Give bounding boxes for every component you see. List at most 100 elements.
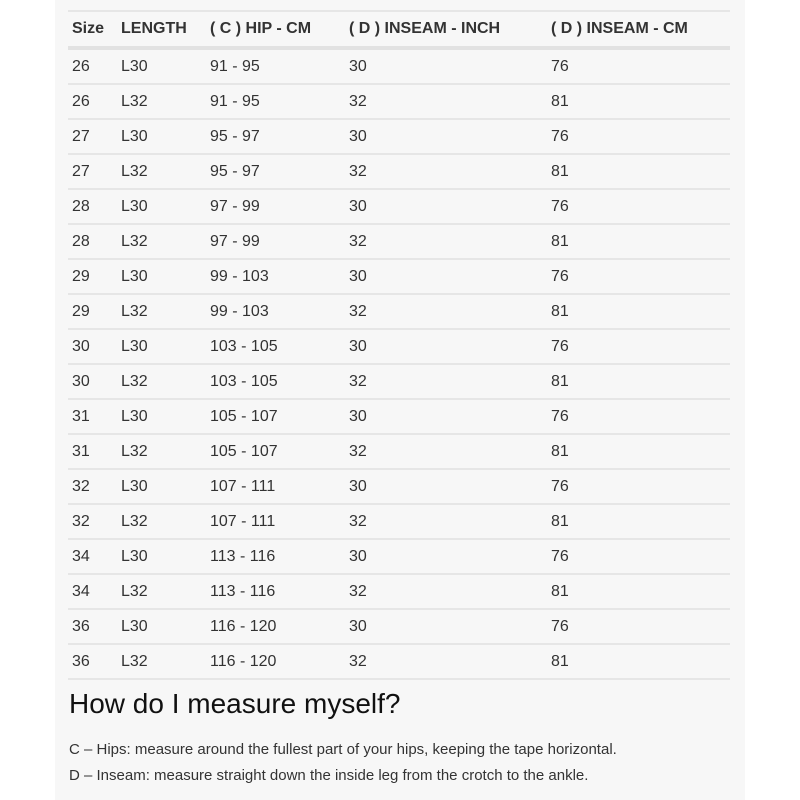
table-cell: 27 — [68, 154, 117, 190]
table-cell: L32 — [117, 574, 206, 610]
table-row: 34 L30 113 - 116 30 76 — [68, 539, 730, 575]
table-cell: 76 — [547, 189, 730, 225]
table-cell: 81 — [547, 644, 730, 680]
table-row: 30 L32 103 - 105 32 81 — [68, 364, 730, 400]
inseam-instruction: D – Inseam: measure straight down the in… — [69, 767, 589, 784]
table-cell: L30 — [117, 329, 206, 365]
table-cell: 32 — [345, 154, 547, 190]
table-cell: 105 - 107 — [206, 399, 345, 435]
table-cell: 81 — [547, 434, 730, 470]
table-cell: 105 - 107 — [206, 434, 345, 470]
table-cell: 95 - 97 — [206, 119, 345, 155]
table-cell: 28 — [68, 224, 117, 260]
table-cell: 28 — [68, 189, 117, 225]
table-cell: 30 — [345, 48, 547, 85]
column-header: LENGTH — [117, 10, 206, 50]
table-cell: L30 — [117, 119, 206, 155]
table-cell: 116 - 120 — [206, 609, 345, 645]
table-row: 27 L30 95 - 97 30 76 — [68, 119, 730, 155]
table-cell: 31 — [68, 399, 117, 435]
table-cell: 81 — [547, 294, 730, 330]
size-chart-table: Size LENGTH( C ) HIP - CM( D ) INSEAM - I… — [68, 10, 730, 680]
table-row: 29 L32 99 - 103 32 81 — [68, 294, 730, 330]
table-cell: L32 — [117, 224, 206, 260]
table-cell: 81 — [547, 224, 730, 260]
table-cell: 81 — [547, 504, 730, 540]
table-row: 31 L32 105 - 107 32 81 — [68, 434, 730, 470]
table-cell: 29 — [68, 259, 117, 295]
table-cell: L32 — [117, 364, 206, 400]
table-cell: 103 - 105 — [206, 329, 345, 365]
table-cell: 30 — [345, 189, 547, 225]
table-cell: L30 — [117, 259, 206, 295]
table-cell: 97 - 99 — [206, 224, 345, 260]
table-row: 28 L30 97 - 99 30 76 — [68, 189, 730, 225]
table-row: 32 L30 107 - 111 30 76 — [68, 469, 730, 505]
table-cell: L32 — [117, 434, 206, 470]
column-header: ( D ) INSEAM - INCH — [345, 10, 547, 50]
measure-heading: How do I measure myself? — [69, 688, 401, 719]
table-row: 36 L30 116 - 120 30 76 — [68, 609, 730, 645]
table-cell: 81 — [547, 574, 730, 610]
column-header: Size — [68, 10, 117, 50]
table-row: 28 L32 97 - 99 32 81 — [68, 224, 730, 260]
table-cell: L32 — [117, 154, 206, 190]
table-cell: 81 — [547, 84, 730, 120]
table-cell: 76 — [547, 259, 730, 295]
table-cell: L30 — [117, 189, 206, 225]
table-cell: 36 — [68, 644, 117, 680]
column-header: ( D ) INSEAM - CM — [547, 10, 730, 50]
table-cell: 103 - 105 — [206, 364, 345, 400]
table-cell: 32 — [345, 644, 547, 680]
table-cell: L32 — [117, 294, 206, 330]
table-cell: L32 — [117, 504, 206, 540]
table-cell: 36 — [68, 609, 117, 645]
table-cell: 27 — [68, 119, 117, 155]
table-cell: 32 — [345, 294, 547, 330]
table-row: 30 L30 103 - 105 30 76 — [68, 329, 730, 365]
table-cell: 116 - 120 — [206, 644, 345, 680]
table-cell: L30 — [117, 399, 206, 435]
table-cell: 76 — [547, 329, 730, 365]
table-cell: 32 — [345, 504, 547, 540]
table-cell: 95 - 97 — [206, 154, 345, 190]
table-cell: L30 — [117, 48, 206, 85]
table-row: 27 L32 95 - 97 32 81 — [68, 154, 730, 190]
table-cell: 30 — [345, 539, 547, 575]
table-cell: L30 — [117, 539, 206, 575]
table-cell: 76 — [547, 48, 730, 85]
table-cell: 32 — [68, 504, 117, 540]
table-cell: 76 — [547, 469, 730, 505]
table-cell: 32 — [345, 574, 547, 610]
column-header: ( C ) HIP - CM — [206, 10, 345, 50]
table-cell: 32 — [68, 469, 117, 505]
table-cell: 76 — [547, 399, 730, 435]
table-cell: 29 — [68, 294, 117, 330]
table-cell: 113 - 116 — [206, 574, 345, 610]
table-row: 36 L32 116 - 120 32 81 — [68, 644, 730, 680]
table-row: 34 L32 113 - 116 32 81 — [68, 574, 730, 610]
table-row: 26 L30 91 - 95 30 76 — [68, 48, 730, 85]
table-cell: 107 - 111 — [206, 469, 345, 505]
table-cell: 30 — [345, 469, 547, 505]
table-cell: 31 — [68, 434, 117, 470]
table-cell: 99 - 103 — [206, 259, 345, 295]
table-cell: 97 - 99 — [206, 189, 345, 225]
table-cell: 91 - 95 — [206, 48, 345, 85]
table-cell: 30 — [345, 609, 547, 645]
table-cell: L32 — [117, 644, 206, 680]
table-cell: L30 — [117, 469, 206, 505]
table-row: 26 L32 91 - 95 32 81 — [68, 84, 730, 120]
table-cell: 99 - 103 — [206, 294, 345, 330]
table-cell: 76 — [547, 539, 730, 575]
table-cell: 30 — [345, 119, 547, 155]
table-row: 32 L32 107 - 111 32 81 — [68, 504, 730, 540]
table-cell: 30 — [345, 259, 547, 295]
table-cell: 107 - 111 — [206, 504, 345, 540]
table-cell: L32 — [117, 84, 206, 120]
table-cell: 81 — [547, 364, 730, 400]
table-cell: L30 — [117, 609, 206, 645]
table-cell: 30 — [345, 399, 547, 435]
table-header-row: Size LENGTH( C ) HIP - CM( D ) INSEAM - I… — [68, 10, 730, 50]
table-cell: 34 — [68, 539, 117, 575]
